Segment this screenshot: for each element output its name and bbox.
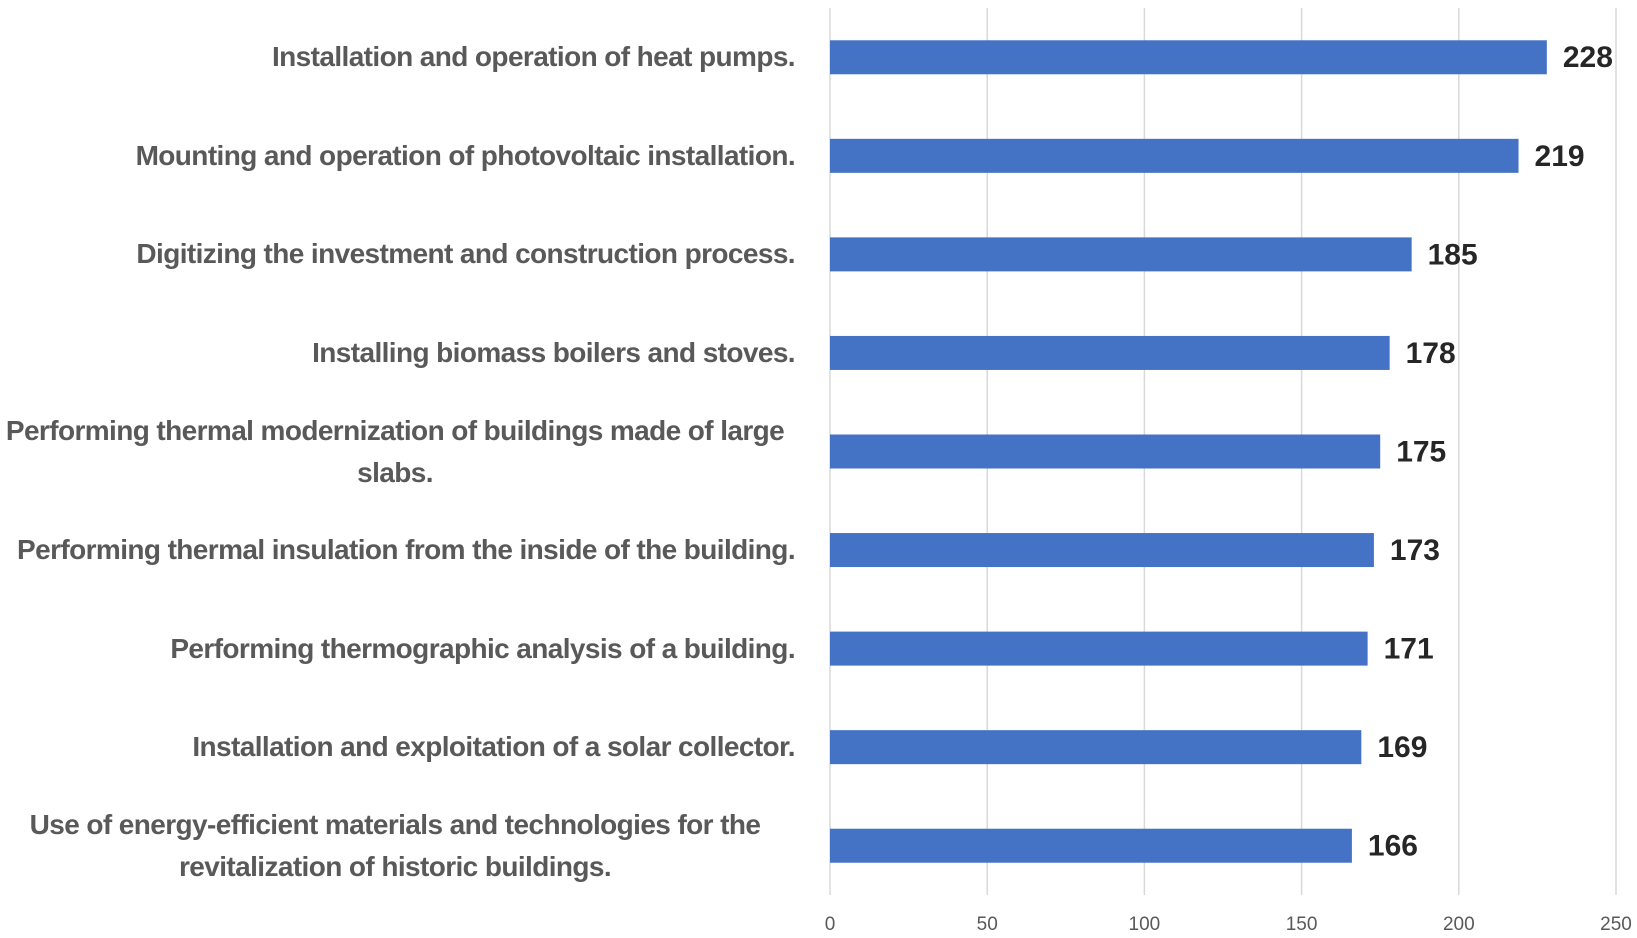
x-tick-label: 200: [1443, 914, 1475, 935]
y-tick-label: Mounting and operation of photovoltaic i…: [135, 139, 796, 171]
bar: [830, 533, 1374, 568]
value-label: 175: [1396, 435, 1446, 468]
category-label-box: Performing thermal insulation from the i…: [0, 529, 796, 571]
category-label-box: Use of energy-efficient materials and te…: [0, 804, 795, 888]
bar: [830, 434, 1381, 469]
category-label-box: Mounting and operation of photovoltaic i…: [0, 135, 796, 177]
y-tick-label: Installing biomass boilers and stoves.: [312, 336, 796, 368]
bar: [830, 40, 1547, 75]
category-label-box: Performing thermographic analysis of a b…: [0, 628, 795, 670]
value-label: 166: [1368, 830, 1418, 863]
category-label-box: Installation and exploitation of a solar…: [0, 726, 795, 768]
y-tick-label: Installation and operation of heat pumps…: [272, 41, 796, 73]
y-tick-label: Use of energy-efficient materials and te…: [29, 808, 761, 882]
y-tick-label: Performing thermal insulation from the i…: [17, 534, 796, 566]
category-label-box: Installation and operation of heat pumps…: [0, 36, 796, 78]
value-label: 219: [1535, 140, 1585, 173]
y-tick-label: Performing thermal modernization of buil…: [5, 414, 785, 488]
value-label: 169: [1377, 731, 1427, 764]
bar: [830, 237, 1412, 272]
y-tick-label: Digitizing the investment and constructi…: [136, 238, 795, 270]
value-label: 185: [1428, 238, 1478, 271]
bar: [830, 138, 1519, 173]
x-tick-label: 50: [977, 914, 998, 935]
x-tick-label: 250: [1600, 914, 1632, 935]
category-label-box: Digitizing the investment and constructi…: [0, 233, 795, 275]
value-label: 173: [1390, 534, 1440, 567]
category-label-box: Installing biomass boilers and stoves.: [0, 332, 796, 374]
value-label: 228: [1563, 41, 1613, 74]
bar: [830, 828, 1352, 863]
x-tick-label: 0: [825, 914, 836, 935]
y-tick-label: Installation and exploitation of a solar…: [192, 731, 795, 763]
x-tick-label: 100: [1129, 914, 1161, 935]
value-label: 178: [1406, 337, 1456, 370]
x-tick-label: 150: [1286, 914, 1318, 935]
bar: [830, 631, 1368, 666]
y-tick-label: Performing thermographic analysis of a b…: [170, 632, 795, 664]
bar: [830, 335, 1390, 370]
bar: [830, 730, 1362, 765]
category-label-box: Performing thermal modernization of buil…: [0, 410, 795, 494]
value-label: 171: [1384, 633, 1434, 666]
